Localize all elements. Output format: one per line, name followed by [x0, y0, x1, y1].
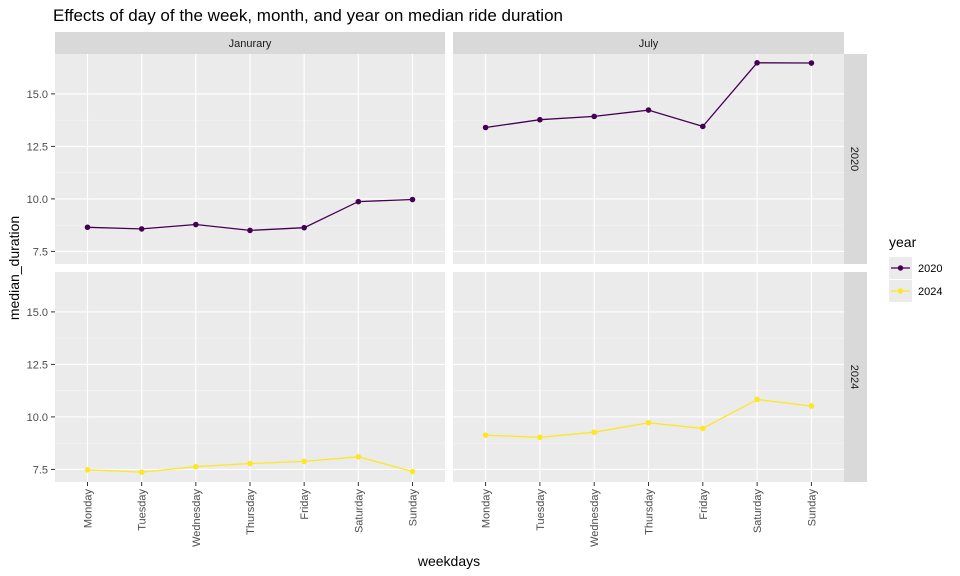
- y-tick-label: 10.0: [27, 194, 48, 206]
- x-tick-label-sunday: Sunday: [408, 489, 420, 527]
- legend-key-2020-point: [897, 265, 904, 271]
- series-layer: [84, 60, 815, 475]
- data-point-july-2020-friday: [700, 123, 706, 130]
- y-tick-label: 12.5: [27, 359, 48, 371]
- x-tick-label-friday: Friday: [698, 489, 710, 520]
- x-tick-label-monday: Monday: [83, 489, 95, 529]
- data-point-july-2020-monday: [482, 124, 489, 131]
- data-point-janurary-2020-monday: [84, 224, 91, 231]
- x-tick-label-wednesday: Wednesday: [589, 489, 601, 547]
- grid-layer: [55, 54, 844, 482]
- y-tick-label: 7.5: [33, 464, 48, 476]
- data-point-july-2024-tuesday: [537, 434, 543, 441]
- x-tick-label-tuesday: Tuesday: [137, 489, 149, 531]
- x-tick-label-friday: Friday: [299, 489, 311, 520]
- data-point-july-2024-saturday: [754, 396, 760, 403]
- x-tick-label-saturday: Saturday: [752, 489, 764, 534]
- data-point-july-2020-saturday: [754, 60, 760, 66]
- data-point-july-2020-tuesday: [537, 116, 543, 123]
- strip-2024: [844, 272, 867, 482]
- strip-janurary: [55, 32, 445, 54]
- legend-label-2020: 2020: [918, 263, 942, 275]
- data-point-janurary-2020-sunday: [409, 196, 416, 203]
- x-tick-label-thursday: Thursday: [644, 489, 656, 535]
- y-tick-label: 7.5: [33, 246, 48, 258]
- data-point-janurary-2020-saturday: [355, 198, 362, 205]
- y-tick-label: 10.0: [27, 412, 48, 424]
- legend: year 2020 2024: [889, 234, 942, 302]
- y-tick-label: 15.0: [27, 307, 48, 319]
- data-point-janurary-2020-friday: [301, 224, 307, 231]
- data-point-janurary-2024-sunday: [409, 468, 416, 475]
- data-point-july-2024-monday: [482, 432, 489, 438]
- x-axis-title: weekdays: [417, 553, 480, 569]
- strip-label-2020: 2020: [848, 147, 860, 171]
- data-point-janurary-2024-wednesday: [193, 463, 199, 470]
- y-tick-label: 15.0: [27, 89, 48, 101]
- data-point-july-2024-friday: [700, 425, 706, 432]
- data-point-janurary-2024-thursday: [247, 460, 253, 467]
- data-point-janurary-2024-friday: [301, 458, 307, 465]
- x-tick-label-sunday: Sunday: [806, 489, 818, 527]
- legend-label-2024: 2024: [918, 286, 942, 298]
- axis-layer: 7.5 10.0 12.5 15.0 7.5 10.0 12.5 15.0 Monday Tues…: [27, 89, 819, 547]
- chart-title: Effects of day of the week, month, and y…: [53, 6, 563, 25]
- data-point-janurary-2024-tuesday: [138, 469, 145, 475]
- strip-label-2024: 2024: [848, 365, 860, 389]
- strip-july: [453, 32, 844, 54]
- x-tick-label-monday: Monday: [481, 489, 493, 529]
- legend-title: year: [889, 234, 917, 250]
- x-tick-label-wednesday: Wednesday: [191, 489, 203, 547]
- data-point-janurary-2024-monday: [84, 467, 91, 473]
- x-tick-label-thursday: Thursday: [245, 489, 257, 535]
- data-point-july-2024-wednesday: [591, 429, 597, 436]
- strip-2020: [844, 54, 867, 264]
- strip-label-july: July: [639, 38, 659, 50]
- data-point-july-2020-wednesday: [591, 113, 597, 120]
- strip-label-janurary: Janurary: [229, 38, 272, 50]
- data-point-janurary-2020-wednesday: [193, 221, 199, 228]
- data-point-janurary-2020-tuesday: [138, 226, 145, 232]
- data-point-july-2020-thursday: [645, 107, 652, 113]
- y-axis-title: median_duration: [6, 216, 22, 320]
- data-point-july-2024-thursday: [645, 419, 652, 426]
- y-tick-label: 12.5: [27, 141, 48, 153]
- data-point-janurary-2020-thursday: [247, 227, 253, 234]
- data-point-july-2024-sunday: [808, 403, 815, 409]
- data-point-july-2020-sunday: [808, 60, 815, 66]
- data-point-janurary-2024-saturday: [355, 454, 362, 460]
- x-tick-label-saturday: Saturday: [353, 489, 365, 534]
- legend-key-2024-point: [897, 288, 904, 294]
- x-tick-label-tuesday: Tuesday: [535, 489, 547, 531]
